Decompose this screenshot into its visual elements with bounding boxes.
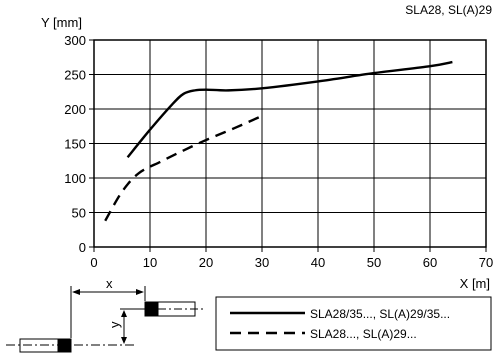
schematic-x-label: x	[106, 276, 113, 291]
legend: SLA28/35..., SL(A)29/35... SLA28..., SL(…	[215, 296, 492, 351]
y-tick-label: 200	[64, 102, 86, 117]
x-tick-label: 0	[90, 255, 97, 270]
grid	[94, 40, 486, 247]
y-ticks: 0 50 100 150 200 250 300	[64, 33, 94, 255]
schematic-y-arrow-top	[121, 310, 127, 317]
x-tick-label: 50	[367, 255, 381, 270]
y-tick-label: 100	[64, 171, 86, 186]
x-tick-label: 40	[311, 255, 325, 270]
y-axis-label: Y [mm]	[41, 15, 82, 30]
series-line-solid	[126, 60, 453, 159]
x-tick-label: 70	[479, 255, 493, 270]
x-axis-label: X [m]	[460, 276, 490, 291]
x-tick-label: 30	[255, 255, 269, 270]
legend-box	[215, 296, 492, 351]
y-tick-label: 50	[72, 206, 86, 221]
x-tick-label: 20	[199, 255, 213, 270]
legend-label-solid: SLA28/35..., SL(A)29/35...	[310, 307, 450, 321]
x-ticks: 0 10 20 30 40 50 60 70	[90, 247, 493, 270]
schematic-y-label: y	[107, 321, 122, 328]
y-tick-label: 250	[64, 68, 86, 83]
y-tick-label: 150	[64, 137, 86, 152]
schematic-y-arrow-bottom	[121, 337, 127, 344]
schematic-sender-lens	[57, 338, 72, 353]
schematic-x-arrow-left	[72, 289, 80, 295]
schematic-x-arrow-right	[136, 289, 144, 295]
y-tick-label: 300	[64, 33, 86, 48]
y-tick-label: 0	[79, 240, 86, 255]
distance-schematic	[6, 286, 205, 353]
x-tick-label: 60	[423, 255, 437, 270]
schematic-receiver-lens	[144, 301, 159, 317]
series-line-dashed	[104, 114, 263, 222]
series-group	[104, 60, 453, 222]
x-tick-label: 10	[143, 255, 157, 270]
figure-caption: SLA28, SL(A)29	[405, 3, 492, 17]
legend-label-dashed: SLA28..., SL(A)29...	[310, 327, 417, 341]
